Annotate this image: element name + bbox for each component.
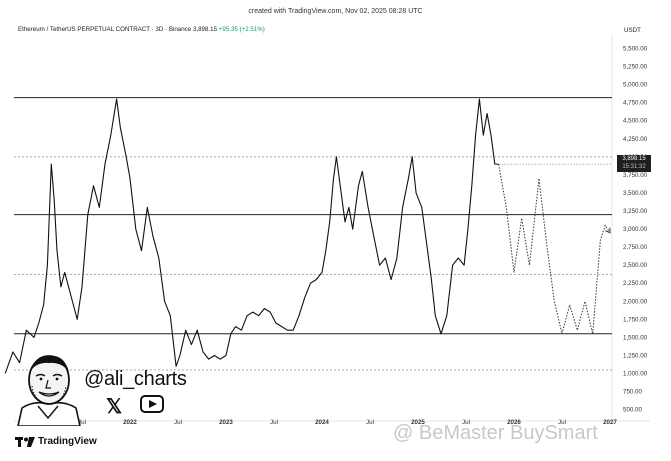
projection-arrowhead <box>605 227 611 234</box>
x-tick-label: Jul <box>78 419 86 426</box>
watermark-text: @ BeMaster BuySmart <box>393 422 598 444</box>
price-series-line[interactable] <box>4 98 499 374</box>
x-tick-label: 2026 <box>507 419 521 426</box>
y-tick-label: 2,000.00 <box>623 298 648 305</box>
y-tick-label: 4,500.00 <box>623 118 648 125</box>
x-tick-label: Jul <box>366 419 374 426</box>
tradingview-mark-icon <box>15 436 35 447</box>
symbol-header: Ethereum / TetherUS PERPETUAL CONTRACT ·… <box>18 26 265 33</box>
y-tick-label: 5,250.00 <box>623 64 648 71</box>
x-tick-label: 2024 <box>315 419 329 426</box>
y-tick-label: 750.00 <box>623 389 642 396</box>
y-tick-label: 1,000.00 <box>623 371 648 378</box>
y-tick-label: 4,750.00 <box>623 100 648 107</box>
y-tick-label: 3,750.00 <box>623 172 648 179</box>
projection-path-line[interactable] <box>498 164 611 334</box>
x-tick-label: Jul <box>174 419 182 426</box>
y-tick-label: 5,500.00 <box>623 45 648 52</box>
y-tick-label: 1,500.00 <box>623 334 648 341</box>
last-price-tag: 3,898.15 15:31:32 <box>617 155 651 172</box>
x-tick-label: 2022 <box>123 419 137 426</box>
y-tick-label: 3,500.00 <box>623 190 648 197</box>
x-tick-label: 2025 <box>411 419 425 426</box>
y-tick-label: 3,250.00 <box>623 208 648 215</box>
watermark: @ BeMaster BuySmart <box>393 422 598 445</box>
x-logo-icon[interactable]: 𝕏 <box>106 396 123 418</box>
x-tick-label: Jul <box>270 419 278 426</box>
avatar-illustration <box>17 355 81 426</box>
symbol-title: Ethereum / TetherUS PERPETUAL CONTRACT ·… <box>18 26 192 33</box>
y-tick-label: 2,750.00 <box>623 244 648 251</box>
youtube-icon[interactable] <box>140 395 164 413</box>
y-tick-label: 3,000.00 <box>623 226 648 233</box>
header-last-price: 3,898.15 <box>192 26 218 33</box>
y-tick-label: 5,000.00 <box>623 82 648 89</box>
price-tag-countdown: 15:31:32 <box>622 164 646 170</box>
y-tick-label: 500.00 <box>623 407 642 414</box>
y-tick-label: 1,250.00 <box>623 352 648 359</box>
currency-label: USDT <box>624 27 641 34</box>
author-handle: @ali_charts <box>84 368 187 390</box>
x-tick-label: Jul <box>462 419 470 426</box>
tradingview-logo: TradingView <box>15 436 97 447</box>
chart-credit: created with TradingView.com, Nov 02, 20… <box>248 8 423 15</box>
y-tick-label: 2,500.00 <box>623 262 648 269</box>
x-tick-label: 2023 <box>219 419 233 426</box>
x-tick-label: 2027 <box>603 419 617 426</box>
y-tick-label: 4,250.00 <box>623 136 648 143</box>
brand-name: TradingView <box>38 436 97 447</box>
x-tick-label: Jul <box>558 419 566 426</box>
y-tick-label: 2,250.00 <box>623 280 648 287</box>
price-tag-value: 3,898.15 <box>622 156 646 162</box>
y-tick-label: 1,750.00 <box>623 316 648 323</box>
header-change: +95.35 (+2.51%) <box>218 26 265 33</box>
